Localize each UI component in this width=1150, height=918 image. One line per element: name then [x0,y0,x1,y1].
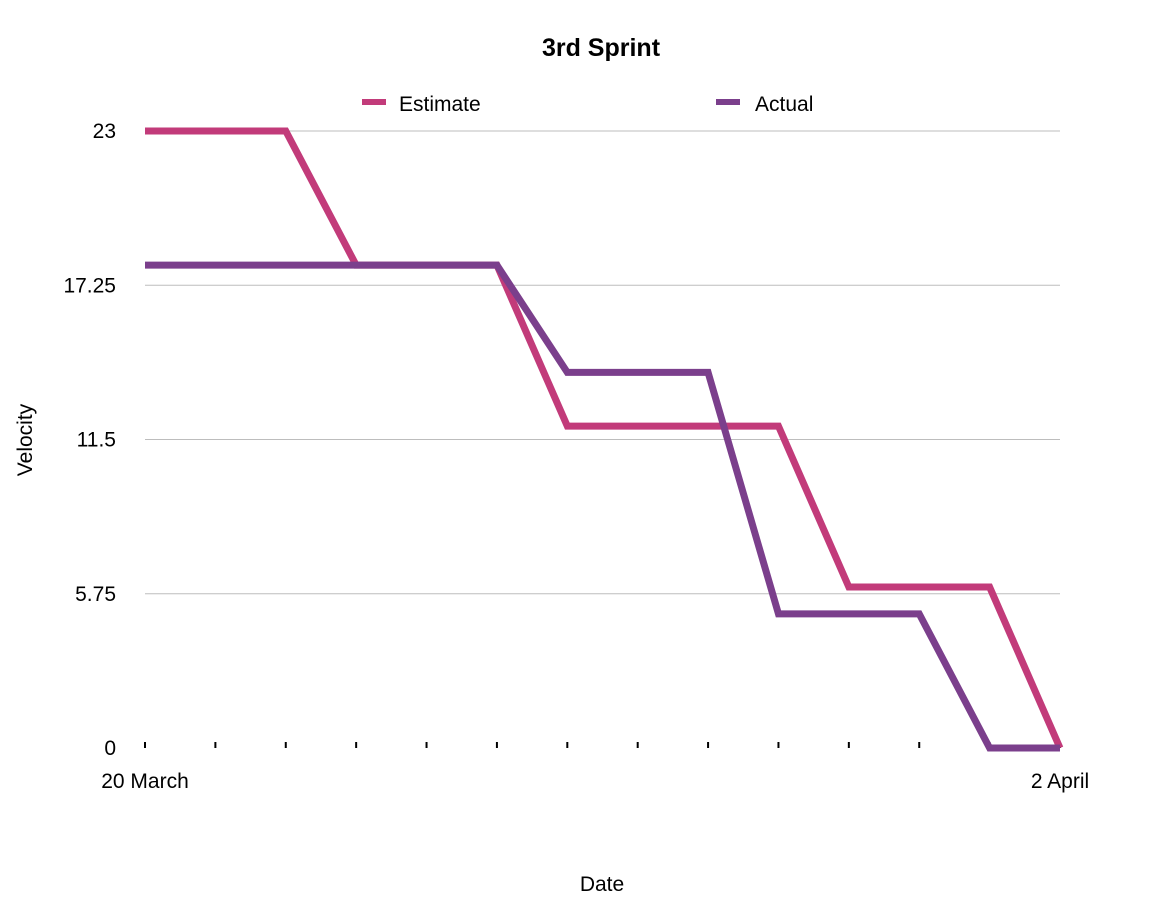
series-lines [145,127,1064,752]
legend: Estimate Actual [362,93,813,116]
y-tick-label: 0 [104,737,116,760]
y-axis-label: Velocity [14,403,37,476]
x-axis-ticks [144,742,1061,748]
y-tick-label: 23 [93,120,116,143]
y-tick-label: 11.5 [77,429,116,452]
legend-item-actual: Actual [716,93,813,116]
series-line-estimate [145,127,1064,750]
y-tick-label: 17.25 [63,274,116,297]
legend-item-estimate: Estimate [362,93,481,116]
series-line-actual [145,261,1060,752]
legend-label-estimate: Estimate [399,93,481,116]
x-tick-label: 20 March [101,770,189,793]
y-tick-label: 5.75 [75,583,116,606]
y-axis-tick-labels: 0 5.75 11.5 17.25 23 [63,120,116,760]
x-axis-tick-labels: 20 March 2 April [101,770,1089,793]
x-axis-label: Date [580,873,624,896]
legend-label-actual: Actual [755,93,813,116]
x-tick-label: 2 April [1031,770,1089,793]
gridlines [145,130,1060,595]
chart-title: 3rd Sprint [542,34,661,62]
